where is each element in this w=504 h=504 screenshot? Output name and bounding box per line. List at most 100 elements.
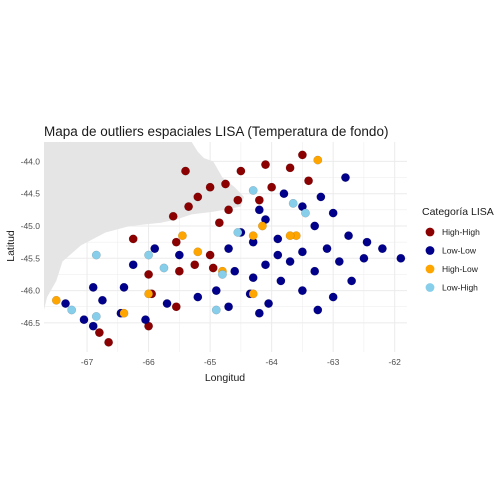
point-high-high — [298, 150, 307, 160]
point-low-low — [150, 244, 160, 254]
point-high-high — [144, 270, 153, 279]
point-high-high — [190, 260, 200, 270]
point-high-low — [51, 295, 61, 305]
point-high-high — [128, 234, 138, 244]
point-low-low — [362, 237, 372, 247]
x-tick-label: -65 — [204, 357, 217, 367]
point-high-high — [104, 337, 114, 347]
point-high-high — [285, 163, 295, 173]
point-high-high — [261, 160, 270, 170]
point-low-low — [119, 282, 129, 292]
x-tick-label: -64 — [265, 357, 278, 367]
point-low-low — [316, 192, 326, 202]
point-low-low — [328, 292, 338, 302]
legend: Categoría LISA High-High Low-Low High-Low L… — [422, 206, 494, 293]
point-low-low — [224, 302, 233, 312]
chart-title: Mapa de outliers espaciales LISA (Temper… — [44, 124, 388, 139]
point-low-low — [313, 305, 323, 315]
point-low-high — [91, 250, 101, 260]
point-high-low — [178, 231, 187, 241]
y-tick-label: -46.0 — [21, 286, 41, 296]
point-low-low — [377, 244, 387, 254]
point-low-low — [310, 266, 320, 276]
point-high-high — [254, 195, 264, 205]
y-tick-label: -45.5 — [21, 253, 41, 263]
point-high-low — [248, 289, 258, 299]
y-tick-label: -44.5 — [21, 189, 41, 199]
point-low-low — [88, 321, 98, 331]
point-high-high — [168, 211, 178, 221]
point-low-low — [128, 260, 138, 270]
point-low-low — [230, 266, 240, 276]
point-low-low — [344, 231, 353, 241]
point-low-high — [211, 305, 221, 315]
legend-swatch-low-low — [425, 246, 435, 255]
point-low-low — [174, 250, 184, 260]
legend-label-low-high: Low-High — [442, 283, 478, 293]
point-low-low — [254, 308, 264, 318]
y-tick-label: -44.0 — [21, 156, 41, 166]
point-low-low — [285, 257, 295, 266]
land-area — [44, 142, 244, 310]
point-low-high — [248, 186, 258, 195]
legend-swatch-high-low — [425, 264, 435, 274]
point-high-high — [233, 195, 243, 205]
point-high-high — [205, 250, 215, 260]
legend-title: Categoría LISA — [422, 206, 494, 218]
legend-swatch-high-high — [425, 227, 435, 237]
point-low-low — [359, 253, 369, 263]
point-high-high — [94, 328, 104, 338]
point-low-low — [98, 295, 107, 305]
point-high-high — [174, 266, 184, 276]
point-low-low — [254, 205, 264, 215]
point-low-high — [218, 270, 227, 279]
point-low-low — [79, 315, 89, 325]
point-high-low — [193, 247, 203, 257]
x-tick-label: -66 — [142, 357, 155, 367]
point-high-low — [285, 231, 295, 241]
point-low-low — [298, 286, 307, 296]
point-low-low — [322, 244, 332, 254]
point-low-low — [276, 276, 286, 286]
point-low-low — [264, 299, 273, 308]
point-high-high — [214, 218, 224, 228]
point-high-low — [248, 231, 258, 241]
point-high-high — [205, 182, 215, 192]
point-high-high — [171, 237, 181, 247]
point-low-low — [273, 234, 283, 244]
point-high-high — [181, 166, 190, 176]
point-low-high — [233, 228, 243, 237]
point-high-high — [193, 192, 203, 202]
point-low-low — [261, 260, 270, 270]
point-low-low — [61, 299, 70, 308]
point-low-low — [396, 253, 406, 263]
x-tick-label: -62 — [389, 357, 402, 367]
point-high-high — [236, 166, 246, 176]
x-axis-ticks: -67 -66 -65 -64 -63 -62 — [81, 357, 401, 367]
y-tick-label: -46.5 — [21, 318, 41, 328]
point-high-high — [171, 302, 181, 312]
point-low-low — [162, 299, 172, 308]
point-low-low — [347, 276, 357, 286]
point-low-low — [211, 286, 221, 296]
y-axis-ticks: -44.0 -44.5 -45.0 -45.5 -46.0 -46.5 — [21, 156, 41, 328]
legend-swatch-low-high — [425, 283, 435, 292]
data-points — [51, 150, 406, 347]
x-tick-label: -67 — [81, 357, 94, 367]
point-high-low — [258, 221, 267, 231]
point-low-low — [193, 292, 203, 302]
point-high-high — [304, 176, 313, 186]
legend-label-high-low: High-Low — [442, 264, 479, 274]
point-low-low — [310, 221, 320, 231]
x-tick-label: -63 — [327, 357, 340, 367]
point-low-high — [159, 263, 169, 273]
point-high-high — [221, 179, 230, 189]
point-low-high — [91, 312, 101, 321]
point-low-low — [88, 282, 98, 292]
point-high-low — [144, 289, 153, 299]
point-high-high — [267, 182, 277, 192]
point-low-high — [144, 250, 153, 260]
y-axis-label: Latitud — [5, 230, 17, 262]
point-high-high — [184, 202, 193, 212]
